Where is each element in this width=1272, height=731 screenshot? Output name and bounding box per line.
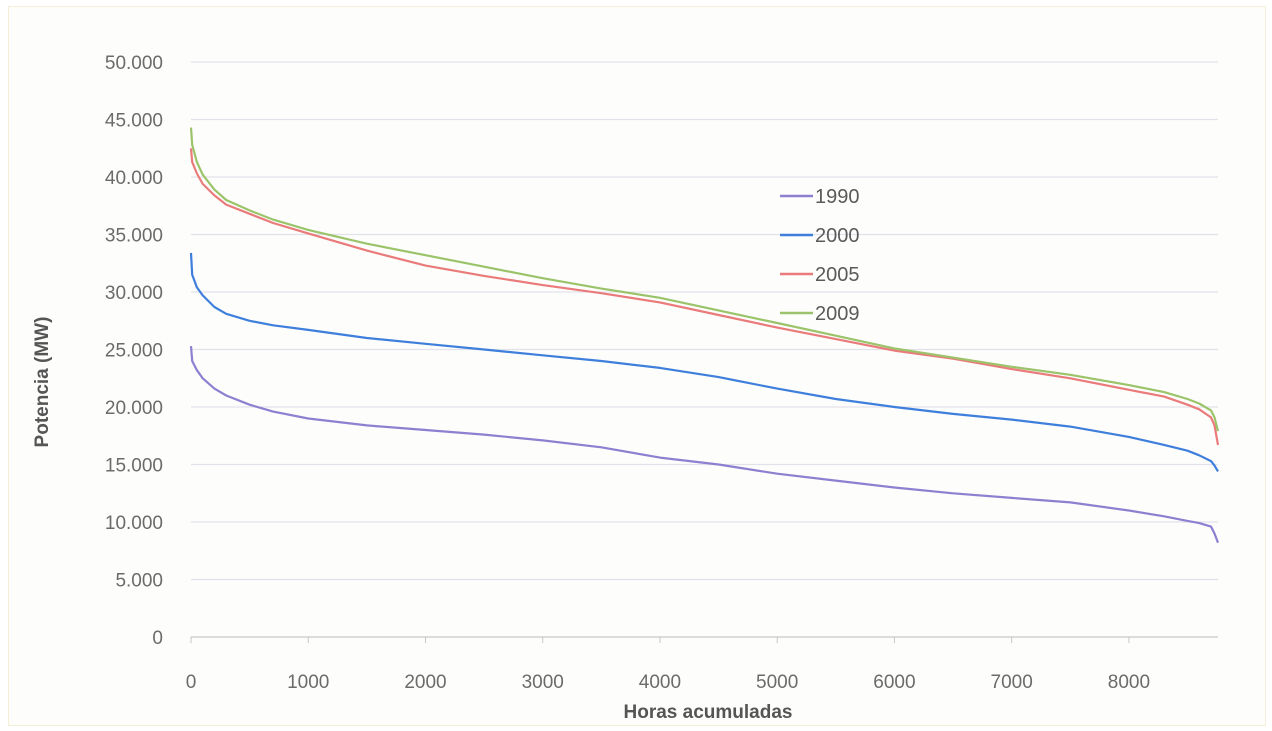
grid-lines <box>190 61 1218 643</box>
y-tick-label: 40.000 <box>105 168 163 189</box>
legend-label: 2009 <box>815 303 860 325</box>
y-tick-label: 50.000 <box>105 53 163 74</box>
x-tick-label: 7000 <box>991 672 1033 693</box>
y-tick-labels: 0 5.000 10.000 15.000 20.000 25.000 30.000 35.0… <box>105 53 163 649</box>
x-tick-label: 3000 <box>522 672 564 693</box>
y-tick-label: 45.000 <box>105 111 163 132</box>
y-axis-title: Potencia (MW) <box>32 317 53 448</box>
y-tick-label: 15.000 <box>105 456 163 477</box>
series-lines <box>189 127 1220 544</box>
y-tick-label: 0 <box>152 628 163 649</box>
legend-label: 2000 <box>815 225 860 247</box>
legend-label: 2005 <box>815 264 860 286</box>
x-tick-label: 2000 <box>404 672 446 693</box>
x-tick-label: 4000 <box>639 672 681 693</box>
legend-label: 1990 <box>815 186 860 208</box>
series-line-2000 <box>189 252 1219 472</box>
series-line-2005 <box>189 148 1220 446</box>
x-tick-label: 6000 <box>873 672 915 693</box>
y-tick-label: 30.000 <box>105 283 163 304</box>
y-tick-label: 20.000 <box>105 398 163 419</box>
y-tick-label: 10.000 <box>105 513 163 534</box>
series-line-2009 <box>189 127 1220 432</box>
x-tick-label: 8000 <box>1108 672 1150 693</box>
x-tick-label: 1000 <box>287 672 329 693</box>
x-axis-title: Horas acumuladas <box>624 702 793 723</box>
series-line-1990 <box>189 346 1220 544</box>
x-tick-label: 5000 <box>756 672 798 693</box>
y-tick-label: 25.000 <box>105 341 163 362</box>
y-tick-label: 35.000 <box>105 226 163 247</box>
legend: 1990 2000 2005 2009 <box>780 186 860 325</box>
x-tick-label: 0 <box>186 672 197 693</box>
x-tick-labels: 0 1000 2000 3000 4000 5000 6000 7000 8000 <box>186 672 1150 693</box>
y-tick-label: 5.000 <box>115 571 163 592</box>
